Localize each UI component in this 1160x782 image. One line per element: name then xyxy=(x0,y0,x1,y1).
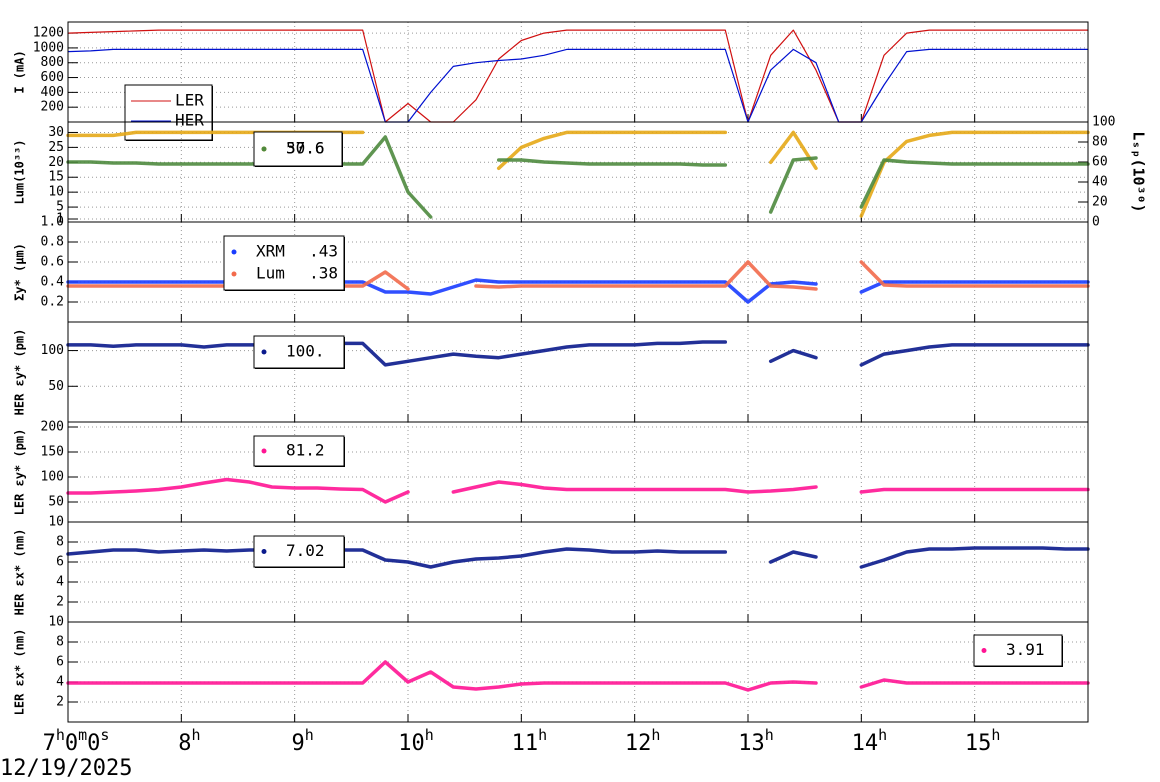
y-tick-label: 100 xyxy=(41,343,64,358)
x-tick-label: 11h xyxy=(512,726,548,757)
legend-label: 100. xyxy=(286,342,325,361)
series-line xyxy=(67,48,1089,123)
legend-swatch xyxy=(231,271,237,277)
legend-label: 7.02 xyxy=(286,541,325,560)
x-tick-label: 15h xyxy=(965,726,1001,757)
y2-tick-label: 20 xyxy=(1092,195,1108,210)
series-line xyxy=(66,477,1090,504)
y-tick-label: 600 xyxy=(41,70,64,85)
y2-tick-label: 0 xyxy=(1092,215,1100,230)
y-axis-label: LER εx* (nm) xyxy=(13,629,27,716)
legend-value: .43 xyxy=(309,242,338,261)
legend-value: .38 xyxy=(309,264,338,283)
legend-label: LER xyxy=(175,91,204,110)
legend-box xyxy=(253,435,345,467)
y-tick-label: 150 xyxy=(41,445,64,460)
legend-label: 3.91 xyxy=(1006,640,1045,659)
y-axis-label: LER εy* (pm) xyxy=(13,429,27,516)
y2-tick-label: 40 xyxy=(1092,175,1108,190)
y-tick-label: 25 xyxy=(48,140,64,155)
x-tick-label: 14h xyxy=(852,726,888,757)
y-tick-label: 50 xyxy=(48,495,64,510)
y-axis-label: I (mA) xyxy=(13,50,27,93)
legend-label: 81.2 xyxy=(286,441,325,460)
y-tick-label: 5 xyxy=(56,200,64,215)
legend-box xyxy=(223,235,345,291)
y-tick-label: 2 xyxy=(56,695,64,710)
y2-tick-label: 60 xyxy=(1092,155,1108,170)
series-line xyxy=(66,278,1090,304)
legend-label: HER xyxy=(175,111,204,130)
x-axis-label: 12/19/2025 xyxy=(0,756,132,781)
y-tick-label: 100 xyxy=(41,470,64,485)
y-tick-label: 30 xyxy=(48,125,64,140)
series-line xyxy=(66,660,1090,692)
y-tick-label: 8 xyxy=(56,635,64,650)
series-line xyxy=(66,135,1090,219)
y-tick-label: 0.4 xyxy=(41,275,65,290)
series-line xyxy=(66,546,1090,569)
legend-label: 57.6 xyxy=(286,139,325,158)
legend-swatch xyxy=(261,448,267,454)
legend-swatch xyxy=(231,249,237,255)
y-tick-label: 800 xyxy=(41,55,64,70)
x-tick-label: 9h xyxy=(292,726,314,757)
legend-box xyxy=(973,634,1063,667)
y-tick-label: 1.0 xyxy=(41,215,64,230)
legend-swatch xyxy=(261,146,267,152)
legend-label: 30.6 xyxy=(286,139,325,158)
x-tick-label: 10h xyxy=(398,726,434,757)
y-tick-label: 0.2 xyxy=(41,295,64,310)
legend-swatch xyxy=(981,648,987,653)
x-tick-label: 7h0m0s xyxy=(43,726,110,757)
legend-label: XRM xyxy=(256,242,285,261)
y-tick-label: 10 xyxy=(48,615,64,630)
y-axis-label: HER εx* (nm) xyxy=(13,529,27,616)
y-tick-label: 0.8 xyxy=(41,235,64,250)
y-tick-label: 400 xyxy=(41,85,64,100)
y-tick-label: 15 xyxy=(48,170,64,185)
y-tick-label: 1200 xyxy=(33,26,64,41)
y2-axis-label: Lₛₚ(10³⁰) xyxy=(1130,131,1148,212)
y-tick-label: 200 xyxy=(41,420,64,435)
y-tick-label: 8 xyxy=(56,535,64,550)
series-line xyxy=(67,29,1089,123)
y-tick-label: 10 xyxy=(48,185,64,200)
y-tick-label: 2 xyxy=(56,595,64,610)
y-tick-label: 0.6 xyxy=(41,255,64,270)
legend-label: Lum xyxy=(256,264,285,283)
legend-box xyxy=(253,535,345,568)
y-axis-label: Lum(10³³) xyxy=(13,139,27,204)
y2-tick-label: 80 xyxy=(1092,135,1108,150)
y-tick-label: 1000 xyxy=(33,40,64,55)
y-tick-label: 4 xyxy=(56,675,64,690)
y-tick-label: 50 xyxy=(48,379,64,394)
y-tick-label: 6 xyxy=(56,555,64,570)
legend-swatch xyxy=(261,549,267,554)
legend-swatch xyxy=(261,349,267,355)
legend-box xyxy=(253,335,345,369)
x-tick-label: 8h xyxy=(178,726,200,757)
y-tick-label: 200 xyxy=(41,100,64,115)
y-tick-label: 6 xyxy=(56,655,64,670)
y-tick-label: 20 xyxy=(48,155,64,170)
legend-box xyxy=(253,131,343,167)
y-tick-label: 1 xyxy=(56,212,64,227)
y-axis-label: Σy* (μm) xyxy=(13,243,27,301)
y-tick-label: 4 xyxy=(56,575,64,590)
x-tick-label: 13h xyxy=(738,726,774,757)
y-axis-label: HER εy* (pm) xyxy=(13,329,27,416)
series-line xyxy=(66,130,1090,218)
panel-frame xyxy=(67,621,1089,723)
series-line xyxy=(66,340,1090,367)
y-tick-label: 10 xyxy=(48,515,64,530)
y2-tick-label: 100 xyxy=(1092,115,1115,130)
x-tick-label: 12h xyxy=(625,726,661,757)
